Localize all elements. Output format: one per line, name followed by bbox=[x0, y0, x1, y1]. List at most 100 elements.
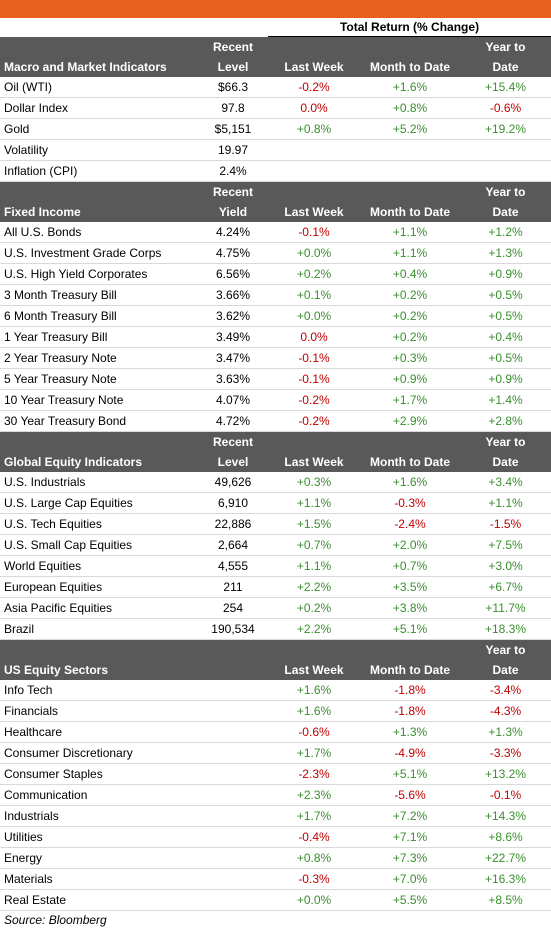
level-value: 19.97 bbox=[198, 139, 268, 161]
level-value: 3.49% bbox=[198, 326, 268, 348]
month-to-date-value: +1.7% bbox=[360, 389, 460, 411]
level-header-line1: Recent bbox=[198, 431, 268, 452]
year-to-date-value: +8.5% bbox=[460, 889, 551, 911]
table-row: U.S. Industrials 49,626 +0.3% +1.6% +3.4% bbox=[0, 472, 551, 493]
last-week-value: +1.5% bbox=[268, 513, 360, 535]
last-week-value: +1.1% bbox=[268, 492, 360, 514]
last-week-value: +2.3% bbox=[268, 784, 360, 806]
ytd-header-line1: Year to bbox=[460, 639, 551, 660]
row-label: 1 Year Treasury Bill bbox=[0, 326, 198, 348]
section-header: Global Equity Indicators Level Last Week Mo… bbox=[0, 452, 551, 472]
month-to-date-value: +0.9% bbox=[360, 368, 460, 390]
last-week-value: +0.0% bbox=[268, 889, 360, 911]
row-label: U.S. Large Cap Equities bbox=[0, 492, 198, 514]
ytd-header-line1: Year to bbox=[460, 431, 551, 452]
row-label: Real Estate bbox=[0, 889, 198, 911]
market-returns-table: Total Return (% Change) Recent Year to Macr… bbox=[0, 18, 551, 911]
month-to-date-header: Month to Date bbox=[360, 660, 460, 680]
month-to-date-value: +1.6% bbox=[360, 472, 460, 493]
level-value bbox=[198, 721, 268, 743]
last-week-header: Last Week bbox=[268, 202, 360, 222]
section-header-top: Year to bbox=[0, 639, 551, 660]
row-label: 10 Year Treasury Note bbox=[0, 389, 198, 411]
year-to-date-value: -0.6% bbox=[460, 97, 551, 119]
year-to-date-value: +16.3% bbox=[460, 868, 551, 890]
last-week-value: +1.6% bbox=[268, 680, 360, 701]
table-row: U.S. Investment Grade Corps 4.75% +0.0% +1.… bbox=[0, 242, 551, 264]
row-label: Gold bbox=[0, 118, 198, 140]
last-week-value: +1.7% bbox=[268, 805, 360, 827]
level-value: 22,886 bbox=[198, 513, 268, 535]
year-to-date-value bbox=[460, 139, 551, 161]
section-title: Macro and Market Indicators bbox=[0, 57, 198, 77]
header-spacer bbox=[0, 18, 198, 37]
last-week-value: -0.2% bbox=[268, 389, 360, 411]
table-row: Consumer Discretionary +1.7% -4.9% -3.3% bbox=[0, 742, 551, 764]
row-label: U.S. Small Cap Equities bbox=[0, 534, 198, 556]
level-header-line2: Level bbox=[198, 57, 268, 77]
year-to-date-value: +13.2% bbox=[460, 763, 551, 785]
row-label: Consumer Staples bbox=[0, 763, 198, 785]
table-row: Real Estate +0.0% +5.5% +8.5% bbox=[0, 889, 551, 911]
level-value bbox=[198, 700, 268, 722]
month-to-date-value: +1.6% bbox=[360, 77, 460, 98]
level-value: 4,555 bbox=[198, 555, 268, 577]
table-row: U.S. Tech Equities 22,886 +1.5% -2.4% -1.5% bbox=[0, 513, 551, 535]
source-note: Source: Bloomberg bbox=[4, 913, 107, 927]
row-label: Energy bbox=[0, 847, 198, 869]
header-spacer bbox=[268, 639, 360, 660]
level-header-line2: Yield bbox=[198, 202, 268, 222]
year-to-date-value: +14.3% bbox=[460, 805, 551, 827]
level-header-line1 bbox=[198, 639, 268, 660]
month-to-date-value: +3.5% bbox=[360, 576, 460, 598]
level-header-line2: Level bbox=[198, 452, 268, 472]
table-row: Brazil 190,534 +2.2% +5.1% +18.3% bbox=[0, 618, 551, 640]
last-week-value: +0.7% bbox=[268, 534, 360, 556]
header-spacer bbox=[198, 18, 268, 37]
month-to-date-value: -1.8% bbox=[360, 680, 460, 701]
row-label: 30 Year Treasury Bond bbox=[0, 410, 198, 432]
year-to-date-value: +1.1% bbox=[460, 492, 551, 514]
year-to-date-value: +7.5% bbox=[460, 534, 551, 556]
row-label: Inflation (CPI) bbox=[0, 160, 198, 182]
month-to-date-value: -2.4% bbox=[360, 513, 460, 535]
header-spacer bbox=[268, 36, 360, 57]
year-to-date-value: +1.2% bbox=[460, 222, 551, 243]
level-header-line2 bbox=[198, 660, 268, 680]
level-value: 6,910 bbox=[198, 492, 268, 514]
month-to-date-value: +7.1% bbox=[360, 826, 460, 848]
row-label: Utilities bbox=[0, 826, 198, 848]
row-label: Communication bbox=[0, 784, 198, 806]
row-label: Financials bbox=[0, 700, 198, 722]
level-value bbox=[198, 889, 268, 911]
header-spacer bbox=[360, 181, 460, 202]
month-to-date-value: -1.8% bbox=[360, 700, 460, 722]
table-row: U.S. Small Cap Equities 2,664 +0.7% +2.0% +7… bbox=[0, 534, 551, 556]
last-week-value: -0.3% bbox=[268, 868, 360, 890]
level-header-line1: Recent bbox=[198, 181, 268, 202]
table-row: Info Tech +1.6% -1.8% -3.4% bbox=[0, 680, 551, 701]
section-header-top: Recent Year to bbox=[0, 431, 551, 452]
year-to-date-value: -0.1% bbox=[460, 784, 551, 806]
header-spacer bbox=[0, 181, 198, 202]
month-to-date-value: +5.1% bbox=[360, 618, 460, 640]
row-label: U.S. Investment Grade Corps bbox=[0, 242, 198, 264]
month-to-date-value: +5.5% bbox=[360, 889, 460, 911]
last-week-value: +0.1% bbox=[268, 284, 360, 306]
row-label: Dollar Index bbox=[0, 97, 198, 119]
year-to-date-value: +0.5% bbox=[460, 305, 551, 327]
level-value bbox=[198, 680, 268, 701]
section-header: US Equity Sectors Last Week Month to Date D… bbox=[0, 660, 551, 680]
last-week-value: -0.1% bbox=[268, 222, 360, 243]
last-week-value: +0.0% bbox=[268, 242, 360, 264]
row-label: 6 Month Treasury Bill bbox=[0, 305, 198, 327]
row-label: World Equities bbox=[0, 555, 198, 577]
month-to-date-value: +2.0% bbox=[360, 534, 460, 556]
month-to-date-value: +0.7% bbox=[360, 555, 460, 577]
month-to-date-value bbox=[360, 139, 460, 161]
month-to-date-value: +1.1% bbox=[360, 222, 460, 243]
header-spacer bbox=[0, 639, 198, 660]
year-to-date-value: +0.9% bbox=[460, 368, 551, 390]
section-header: Macro and Market Indicators Level Last Wee… bbox=[0, 57, 551, 77]
row-label: Asia Pacific Equities bbox=[0, 597, 198, 619]
